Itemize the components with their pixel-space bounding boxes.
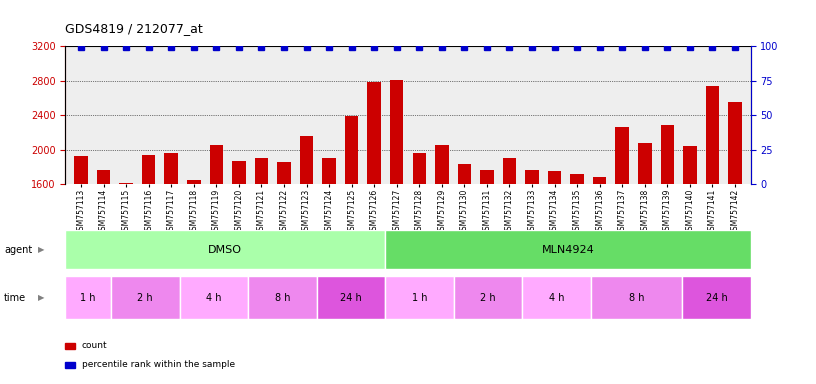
Bar xyxy=(413,153,426,184)
Bar xyxy=(435,145,449,184)
Text: 4 h: 4 h xyxy=(206,293,221,303)
Text: 4 h: 4 h xyxy=(549,293,564,303)
FancyBboxPatch shape xyxy=(180,276,248,319)
Bar xyxy=(480,170,494,184)
FancyBboxPatch shape xyxy=(65,276,111,319)
Text: ▶: ▶ xyxy=(38,293,45,302)
Bar xyxy=(255,158,268,184)
Bar xyxy=(367,83,381,184)
Text: 8 h: 8 h xyxy=(275,293,290,303)
Bar xyxy=(119,183,133,184)
Text: 2 h: 2 h xyxy=(480,293,496,303)
Bar xyxy=(97,170,110,184)
Bar xyxy=(706,86,719,184)
Bar xyxy=(615,127,629,184)
Text: percentile rank within the sample: percentile rank within the sample xyxy=(82,360,235,369)
Bar xyxy=(638,143,651,184)
FancyBboxPatch shape xyxy=(248,276,317,319)
Text: agent: agent xyxy=(4,245,33,255)
FancyBboxPatch shape xyxy=(454,276,522,319)
Bar xyxy=(526,170,539,184)
Bar xyxy=(570,174,584,184)
Bar xyxy=(165,153,178,184)
Text: 8 h: 8 h xyxy=(629,293,644,303)
Bar xyxy=(74,156,88,184)
Bar xyxy=(548,171,561,184)
Bar xyxy=(503,158,517,184)
Bar xyxy=(299,136,313,184)
Bar xyxy=(322,158,336,184)
FancyBboxPatch shape xyxy=(682,276,751,319)
Text: 24 h: 24 h xyxy=(706,293,727,303)
Text: 2 h: 2 h xyxy=(137,293,153,303)
Bar xyxy=(728,102,742,184)
Text: ▶: ▶ xyxy=(38,245,45,254)
Bar xyxy=(210,146,223,184)
Bar xyxy=(187,180,201,184)
Text: GDS4819 / 212077_at: GDS4819 / 212077_at xyxy=(65,22,203,35)
FancyBboxPatch shape xyxy=(522,276,591,319)
Bar xyxy=(390,80,403,184)
FancyBboxPatch shape xyxy=(591,276,682,319)
FancyBboxPatch shape xyxy=(385,230,751,269)
Bar xyxy=(142,155,156,184)
Bar xyxy=(345,116,358,184)
Bar xyxy=(660,125,674,184)
Bar xyxy=(458,164,471,184)
Text: 24 h: 24 h xyxy=(340,293,361,303)
Bar xyxy=(277,162,290,184)
Text: count: count xyxy=(82,341,107,350)
Bar xyxy=(232,161,246,184)
Text: 1 h: 1 h xyxy=(412,293,427,303)
Text: time: time xyxy=(4,293,26,303)
Text: MLN4924: MLN4924 xyxy=(542,245,594,255)
FancyBboxPatch shape xyxy=(385,276,454,319)
FancyBboxPatch shape xyxy=(65,230,385,269)
FancyBboxPatch shape xyxy=(111,276,180,319)
Bar xyxy=(683,146,697,184)
Bar xyxy=(593,177,606,184)
Text: 1 h: 1 h xyxy=(81,293,95,303)
FancyBboxPatch shape xyxy=(317,276,385,319)
Text: DMSO: DMSO xyxy=(208,245,242,255)
